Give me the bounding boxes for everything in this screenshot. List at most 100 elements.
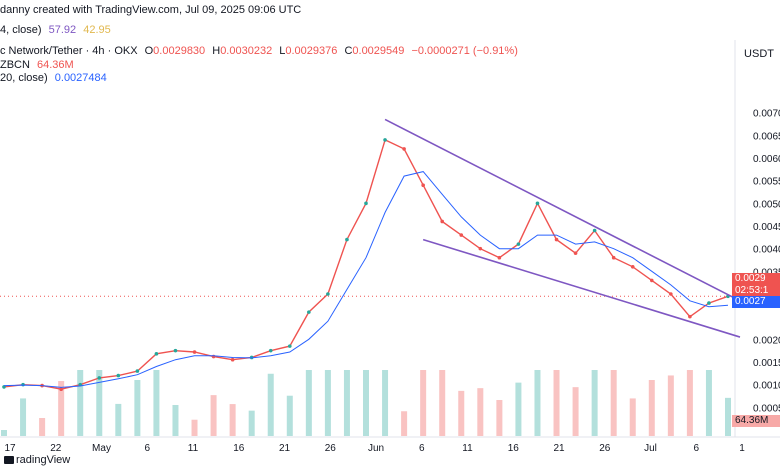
time-tick-label: 11 bbox=[188, 443, 199, 454]
volume-bar bbox=[515, 382, 522, 436]
price-point bbox=[402, 147, 406, 151]
volume-bar bbox=[591, 370, 598, 436]
symbol-legend[interactable]: c Network/Tether · 4h · OKX O0.0029830 H… bbox=[0, 45, 522, 57]
price-tick-label: 0.0005 bbox=[753, 403, 780, 414]
price-point bbox=[135, 369, 140, 373]
time-tick-label: 1 bbox=[739, 443, 745, 454]
price-point bbox=[154, 352, 159, 356]
ohlc-high: H0.0030232 bbox=[212, 45, 273, 57]
volume-bar bbox=[648, 380, 655, 436]
price-point bbox=[421, 183, 425, 187]
time-tick-label: 26 bbox=[325, 443, 337, 454]
price-point bbox=[116, 373, 121, 378]
volume-bar bbox=[725, 397, 731, 436]
volume-bar bbox=[191, 419, 198, 436]
price-point bbox=[383, 138, 387, 142]
time-tick-label: May bbox=[92, 443, 111, 454]
volume-bar bbox=[477, 388, 484, 436]
volume-bar bbox=[267, 373, 274, 436]
ohlc-change: −0.0000271 (−0.91%) bbox=[411, 45, 518, 57]
ohlc-open: O0.0029830 bbox=[144, 45, 206, 57]
price-point bbox=[326, 292, 330, 296]
time-tick-label: 6 bbox=[693, 443, 699, 454]
price-point bbox=[345, 237, 349, 242]
price-tick-label: 0.0035 bbox=[753, 267, 780, 278]
volume-bar bbox=[58, 381, 65, 436]
volume-bar bbox=[248, 410, 255, 436]
price-point bbox=[440, 219, 445, 224]
volume-legend[interactable]: ZBCN 64.36M bbox=[0, 59, 78, 71]
price-point bbox=[573, 251, 578, 255]
time-tick-label: 21 bbox=[553, 443, 565, 454]
volume-bar bbox=[420, 370, 427, 436]
price-point bbox=[592, 228, 597, 233]
lower-trendline bbox=[422, 238, 741, 338]
volume-bar bbox=[324, 370, 331, 436]
volume-bar bbox=[172, 405, 179, 436]
ohlc-low: L0.0029376 bbox=[279, 45, 338, 57]
time-tick-label: 11 bbox=[462, 443, 473, 454]
volume-bar bbox=[686, 370, 693, 436]
currency-label[interactable]: USDT bbox=[744, 48, 774, 60]
price-point bbox=[688, 314, 692, 319]
time-tick-label: 6 bbox=[419, 443, 425, 454]
price-point bbox=[554, 237, 559, 242]
countdown-label: 02:53:1 bbox=[732, 285, 780, 297]
price-point bbox=[173, 348, 178, 353]
upper-trendline bbox=[384, 118, 741, 302]
volume-bar bbox=[382, 370, 389, 436]
price-point bbox=[669, 292, 673, 296]
time-tick-label: 26 bbox=[599, 443, 611, 454]
ma-value: 0.0027484 bbox=[54, 72, 107, 84]
price-point bbox=[230, 357, 235, 362]
volume-bar bbox=[553, 370, 560, 436]
rsi-value-b: 42.95 bbox=[83, 24, 111, 36]
volume-bar bbox=[534, 370, 541, 436]
volume-bar bbox=[77, 370, 84, 436]
volume-bar bbox=[229, 404, 236, 436]
time-tick-label: Jun bbox=[368, 443, 384, 454]
volume-bar bbox=[629, 398, 636, 436]
volume-bar bbox=[305, 370, 312, 436]
time-tick-label: 17 bbox=[4, 443, 16, 454]
price-point bbox=[459, 233, 464, 237]
author-line: danny created with TradingView.com, Jul … bbox=[0, 4, 302, 16]
price-point bbox=[287, 344, 292, 348]
price-point bbox=[630, 265, 635, 269]
price-point bbox=[516, 242, 521, 246]
price-tick-label: 0.0015 bbox=[753, 358, 780, 369]
volume-bar bbox=[667, 375, 674, 436]
volume-bar bbox=[96, 370, 103, 436]
volume-bar bbox=[572, 387, 579, 436]
rsi-legend[interactable]: 4, close) 57.92 42.95 bbox=[0, 24, 115, 36]
volume-bar bbox=[39, 418, 46, 436]
volume-bar bbox=[401, 411, 408, 436]
ma-price-label: 0.0027 bbox=[732, 296, 780, 308]
price-point bbox=[364, 201, 368, 206]
price-point bbox=[497, 255, 502, 260]
last-price-label: 0.0029 bbox=[732, 273, 780, 285]
price-point bbox=[478, 246, 483, 251]
volume-bar bbox=[153, 370, 160, 436]
price-point bbox=[97, 376, 102, 380]
volume-bar bbox=[496, 400, 503, 436]
ohlc-close: C0.0029549 bbox=[344, 45, 405, 57]
price-point bbox=[707, 301, 711, 305]
volume-bar bbox=[610, 370, 617, 436]
tradingview-brand[interactable]: radingView bbox=[4, 454, 70, 466]
volume-price-label: 64.36M bbox=[732, 415, 780, 427]
time-tick-label: 22 bbox=[50, 443, 62, 454]
time-tick-label: 16 bbox=[508, 443, 520, 454]
price-tick-label: 0.0065 bbox=[753, 131, 780, 142]
price-tick-label: 0.0055 bbox=[753, 177, 780, 188]
price-point bbox=[59, 387, 63, 392]
ma-legend[interactable]: 20, close) 0.0027484 bbox=[0, 72, 111, 84]
volume-bar bbox=[343, 370, 350, 436]
